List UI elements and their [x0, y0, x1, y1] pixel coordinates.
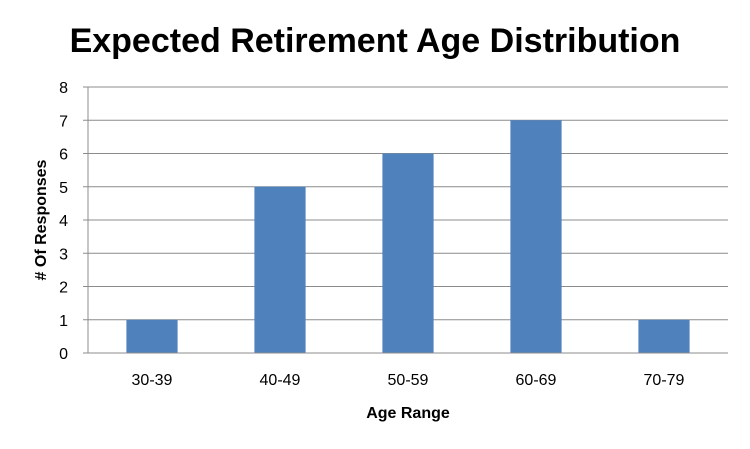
y-tick-labels: 0 1 2 3 4 5 6 7 8: [59, 80, 68, 363]
chart-title: Expected Retirement Age Distribution: [70, 22, 681, 60]
bar-50-59: [382, 153, 434, 353]
y-tick-label: 8: [59, 80, 68, 97]
y-tick-label: 5: [59, 180, 68, 197]
x-tick-labels: 30-39 40-49 50-59 60-69 70-79: [132, 372, 685, 389]
x-tick-label: 70-79: [644, 372, 685, 389]
y-tick-label: 4: [59, 213, 68, 230]
bar-30-39: [126, 319, 178, 353]
y-tick-label: 7: [59, 113, 68, 130]
x-tick-label: 40-49: [260, 372, 301, 389]
axes: [87, 87, 728, 354]
y-tick-label: 0: [59, 346, 68, 363]
y-axis-title: # Of Responses: [33, 159, 50, 280]
y-tick-label: 1: [59, 313, 68, 330]
x-tick-label: 50-59: [388, 372, 429, 389]
x-tick-label: 30-39: [132, 372, 173, 389]
bar-60-69: [510, 120, 562, 353]
y-tick-label: 3: [59, 246, 68, 263]
bar-70-79: [638, 319, 690, 353]
x-tick-label: 60-69: [516, 372, 557, 389]
y-tick-label: 2: [59, 280, 68, 297]
bar-40-49: [254, 186, 306, 353]
bars: [126, 120, 690, 353]
y-tick-label: 6: [59, 147, 68, 164]
x-axis-title: Age Range: [366, 405, 450, 422]
